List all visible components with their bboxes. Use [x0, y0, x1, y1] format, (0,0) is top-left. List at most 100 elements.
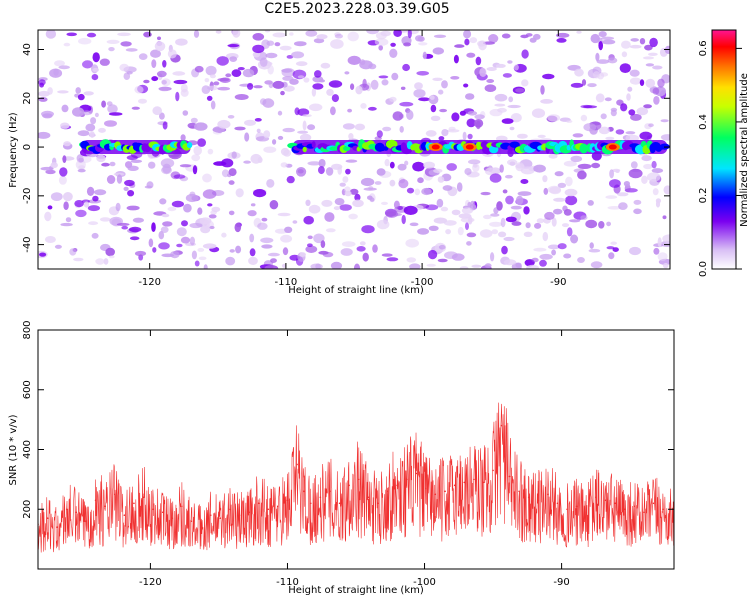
noise-blob — [600, 113, 607, 120]
noise-blob — [242, 68, 255, 78]
chart-title: C2E5.2023.228.03.39.G05 — [264, 1, 450, 17]
noise-blob — [347, 31, 359, 42]
noise-blob — [604, 97, 612, 102]
noise-blob — [99, 58, 110, 66]
noise-blob — [89, 131, 95, 138]
noise-blob — [342, 176, 349, 183]
noise-blob — [483, 214, 492, 220]
noise-blob — [228, 210, 235, 216]
noise-blob — [438, 89, 444, 95]
noise-blob — [428, 225, 439, 231]
noise-blob — [58, 175, 67, 185]
noise-blob — [609, 169, 614, 179]
noise-blob — [489, 221, 503, 227]
y-tick-label: -40 — [22, 236, 33, 252]
noise-blob — [282, 127, 295, 133]
noise-blob — [533, 247, 547, 252]
snr-point — [585, 511, 588, 514]
noise-blob — [307, 124, 316, 131]
snr-point — [492, 469, 494, 472]
noise-blob — [636, 107, 649, 116]
noise-blob — [451, 112, 460, 122]
noise-blob — [648, 123, 654, 127]
noise-blob — [289, 32, 294, 36]
noise-blob — [280, 147, 290, 156]
noise-blob — [253, 189, 267, 198]
noise-blob — [116, 174, 123, 184]
band-blob — [186, 142, 193, 149]
noise-blob — [107, 104, 118, 114]
noise-blob — [480, 191, 491, 196]
noise-blob — [173, 79, 188, 85]
noise-blob — [445, 229, 451, 235]
noise-blob — [179, 164, 192, 168]
noise-blob — [261, 39, 270, 49]
noise-blob — [217, 119, 231, 129]
noise-blob — [539, 253, 553, 260]
noise-blob — [484, 167, 497, 176]
snr-y-axis-label: SNR (10 * v/v) — [8, 414, 19, 485]
noise-blob — [439, 108, 447, 113]
noise-blob — [458, 213, 472, 219]
noise-blob — [333, 206, 341, 211]
noise-blob — [272, 32, 287, 38]
noise-blob — [207, 203, 213, 207]
noise-blob — [660, 119, 669, 123]
noise-blob — [197, 138, 207, 147]
noise-blob — [409, 263, 421, 269]
noise-blob — [413, 89, 426, 98]
noise-blob — [257, 222, 268, 230]
noise-blob — [414, 82, 423, 90]
noise-blob — [551, 249, 556, 256]
noise-blob — [171, 200, 184, 208]
noise-blob — [606, 246, 615, 250]
snr-point — [123, 514, 126, 517]
noise-blob — [633, 208, 642, 215]
noise-blob — [354, 123, 366, 131]
noise-blob — [151, 59, 157, 68]
noise-blob — [430, 115, 441, 122]
noise-blob — [418, 42, 428, 46]
noise-blob — [639, 131, 653, 140]
snr-point — [229, 508, 231, 511]
noise-blob — [464, 38, 470, 46]
noise-blob — [151, 76, 159, 82]
noise-blob — [590, 261, 603, 269]
noise-blob — [397, 163, 407, 171]
snr-point — [94, 499, 97, 502]
snr-point — [286, 499, 289, 502]
noise-blob — [433, 217, 448, 224]
noise-blob — [389, 96, 397, 102]
snr-point — [386, 490, 389, 493]
noise-blob — [191, 154, 201, 162]
noise-blob — [237, 67, 245, 71]
noise-blob — [589, 242, 594, 249]
noise-blob — [533, 33, 541, 40]
noise-blob — [645, 63, 655, 67]
noise-blob — [101, 100, 106, 108]
snr-point — [377, 502, 379, 505]
noise-blob — [633, 199, 642, 205]
noise-blob — [540, 85, 545, 95]
noise-blob — [176, 227, 187, 237]
noise-blob — [228, 180, 235, 185]
noise-blob — [566, 227, 573, 237]
noise-blob — [345, 159, 358, 163]
noise-blob — [231, 151, 237, 159]
noise-blob — [268, 82, 274, 89]
noise-blob — [194, 65, 204, 73]
noise-blob — [243, 160, 251, 164]
noise-blob — [553, 208, 563, 215]
noise-blob — [595, 93, 605, 103]
noise-blob — [598, 31, 607, 38]
noise-blob — [438, 244, 446, 250]
noise-blob — [41, 110, 54, 117]
snr-point — [527, 496, 530, 499]
noise-blob — [501, 245, 508, 255]
noise-blob — [441, 129, 449, 137]
noise-blob — [620, 103, 628, 112]
noise-blob — [348, 213, 358, 220]
snr-point — [537, 499, 540, 502]
y-tick-label: 0 — [22, 144, 33, 150]
noise-blob — [123, 186, 129, 191]
